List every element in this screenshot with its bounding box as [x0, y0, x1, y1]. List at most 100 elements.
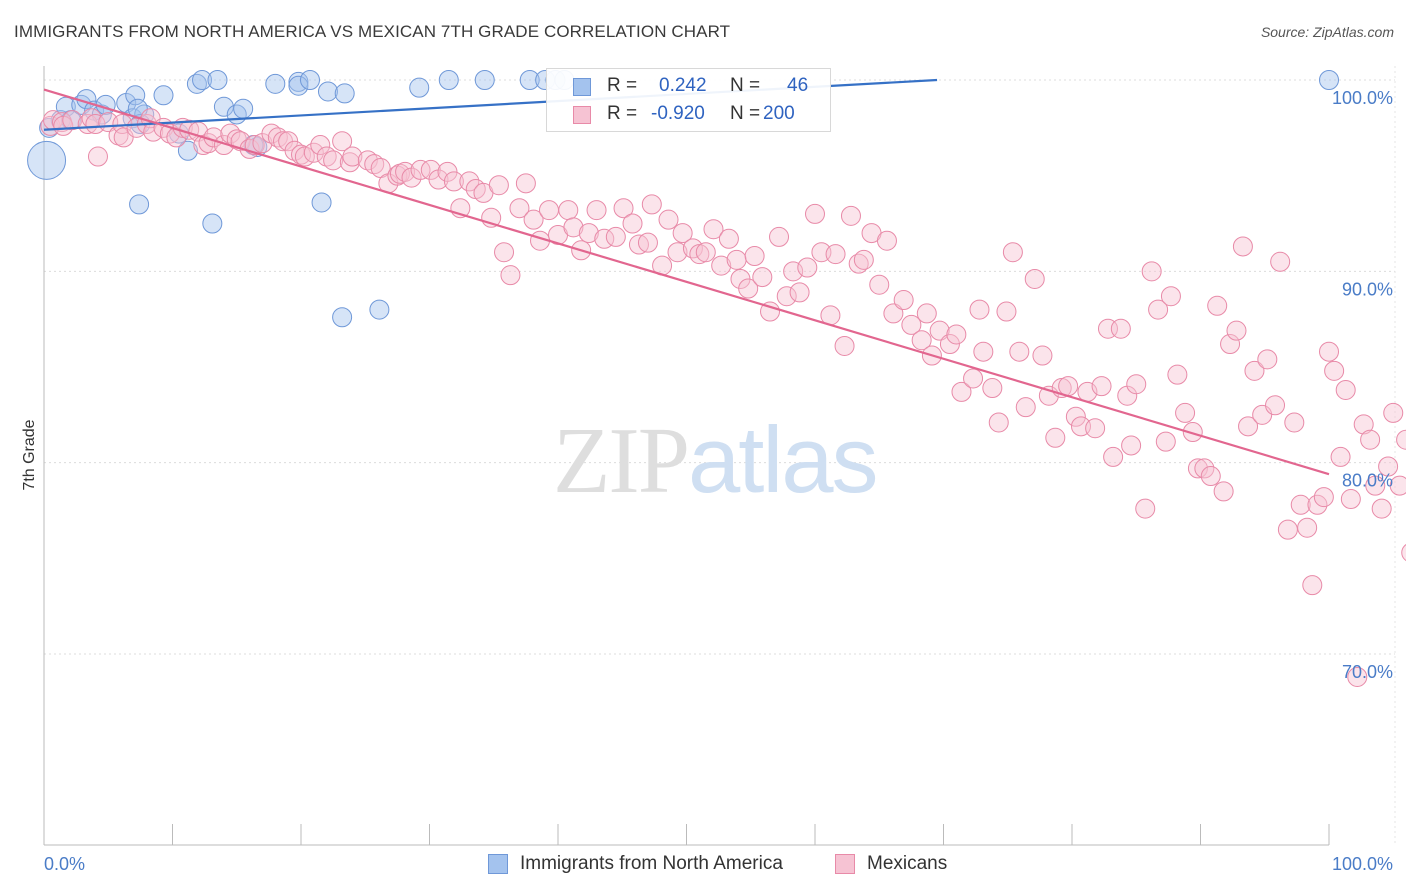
immigrants-point	[265, 73, 286, 94]
mexicans-point	[1319, 341, 1339, 362]
mexicans-point	[1353, 414, 1374, 435]
mexicans-point	[973, 341, 994, 362]
mexicans-point	[1187, 458, 1208, 479]
mexicans-point	[1167, 364, 1188, 385]
mexicans-point	[982, 378, 1003, 399]
legend-r-value: 0.242	[659, 75, 707, 96]
mexicans-point	[87, 146, 108, 167]
immigrants-point	[95, 94, 116, 115]
immigrants-point	[317, 81, 338, 102]
mexicans-point	[711, 255, 732, 276]
mexicans-point	[911, 330, 932, 351]
mexicans-point	[825, 244, 846, 265]
mexicans-point	[323, 150, 344, 171]
legend-swatch-immigrants	[488, 854, 508, 874]
mexicans-point	[760, 301, 781, 322]
mexicans-point	[969, 299, 990, 320]
immigrants-point	[125, 85, 146, 106]
mexicans-point	[437, 161, 458, 182]
legend-n-value: 200	[763, 103, 795, 124]
legend-r-label: R =	[607, 75, 638, 96]
mexicans-point	[586, 200, 607, 221]
mexicans-point	[261, 123, 282, 144]
mexicans-point	[1347, 666, 1368, 687]
mexicans-point	[278, 131, 299, 152]
immigrants-point	[438, 70, 459, 90]
legend-label-mexicans: Mexicans	[867, 853, 948, 874]
immigrants-point	[311, 192, 332, 213]
mexicans-point	[1290, 494, 1311, 515]
x-tick-label: 100.0%	[1332, 854, 1393, 874]
mexicans-point	[1015, 397, 1036, 418]
mexicans-point	[876, 230, 897, 251]
mexicans-point	[853, 249, 874, 270]
mexicans-point	[1182, 422, 1203, 443]
mexicans-point	[929, 320, 950, 341]
mexicans-point	[682, 238, 703, 259]
mexicans-point	[1313, 487, 1334, 508]
mexicans-point	[1383, 402, 1404, 423]
mexicans-point	[1213, 481, 1234, 502]
legend-row-immigrants: R = 0.242 N = 46	[547, 73, 830, 101]
mexicans-point	[726, 249, 747, 270]
mexicans-point	[1401, 544, 1406, 562]
mexicans-point	[342, 146, 363, 167]
source-note: Source: ZipAtlas.com	[1260, 24, 1394, 40]
mexicans-point	[1065, 406, 1086, 427]
mexicans-point	[718, 228, 739, 249]
mexicans-point	[77, 114, 98, 135]
mexicans-point	[703, 219, 724, 240]
mexicans-point	[1200, 466, 1221, 487]
mexicans-point	[1110, 318, 1131, 339]
mexicans-point	[357, 150, 378, 171]
mexicans-point	[744, 246, 765, 267]
mexicans-point	[1207, 295, 1228, 316]
mexicans-point	[840, 205, 861, 226]
mexicans-point	[695, 242, 716, 263]
mexicans-point	[963, 368, 984, 389]
mexicans-point	[797, 257, 818, 278]
legend-n-label: N =	[730, 103, 761, 124]
mexicans-point	[563, 217, 584, 238]
mexicans-point	[1148, 299, 1169, 320]
mexicans-point	[1378, 456, 1399, 477]
mexicans-point	[1302, 575, 1323, 596]
immigrants-point	[409, 77, 430, 98]
y-axis-label: 7th Grade	[21, 419, 38, 490]
mexicans-point	[613, 198, 634, 219]
mexicans-point	[410, 159, 431, 180]
mexicans-point	[1340, 489, 1361, 510]
mexicans-point	[805, 203, 825, 224]
mexicans-point	[622, 213, 643, 234]
mexicans-point	[1324, 360, 1345, 381]
mexicans-point	[1155, 431, 1176, 452]
mexicans-point	[1175, 402, 1196, 423]
watermark-atlas: atlas	[688, 407, 879, 512]
mexicans-point	[605, 226, 626, 247]
y-tick-label: 90.0%	[1342, 279, 1393, 299]
mexicans-point	[500, 265, 521, 286]
mexicans-point	[244, 135, 265, 156]
mexicans-point	[1024, 268, 1045, 289]
immigrants-point	[192, 70, 213, 90]
mexicans-point	[1389, 475, 1406, 496]
mexicans-point	[1032, 345, 1053, 366]
mexicans-point	[1335, 379, 1356, 400]
mexicans-point	[869, 274, 890, 295]
mexicans-point	[1141, 261, 1162, 282]
mexicans-point	[1160, 286, 1181, 307]
chart-title: IMMIGRANTS FROM NORTH AMERICA VS MEXICAN…	[14, 22, 731, 41]
mexicans-point	[776, 286, 797, 307]
series-mexicans-points	[40, 108, 1406, 687]
mexicans-point	[1103, 446, 1124, 467]
mexicans-point	[1270, 251, 1291, 272]
mexicans-point	[213, 135, 234, 156]
y-tick-label: 100.0%	[1332, 88, 1393, 108]
mexicans-point	[316, 146, 337, 167]
immigrants-point	[233, 98, 254, 119]
series-legend: Immigrants from North America Mexicans	[0, 852, 1406, 880]
legend-swatch-mexicans	[573, 106, 591, 124]
mexicans-point	[658, 209, 679, 230]
immigrants-point	[288, 75, 309, 96]
